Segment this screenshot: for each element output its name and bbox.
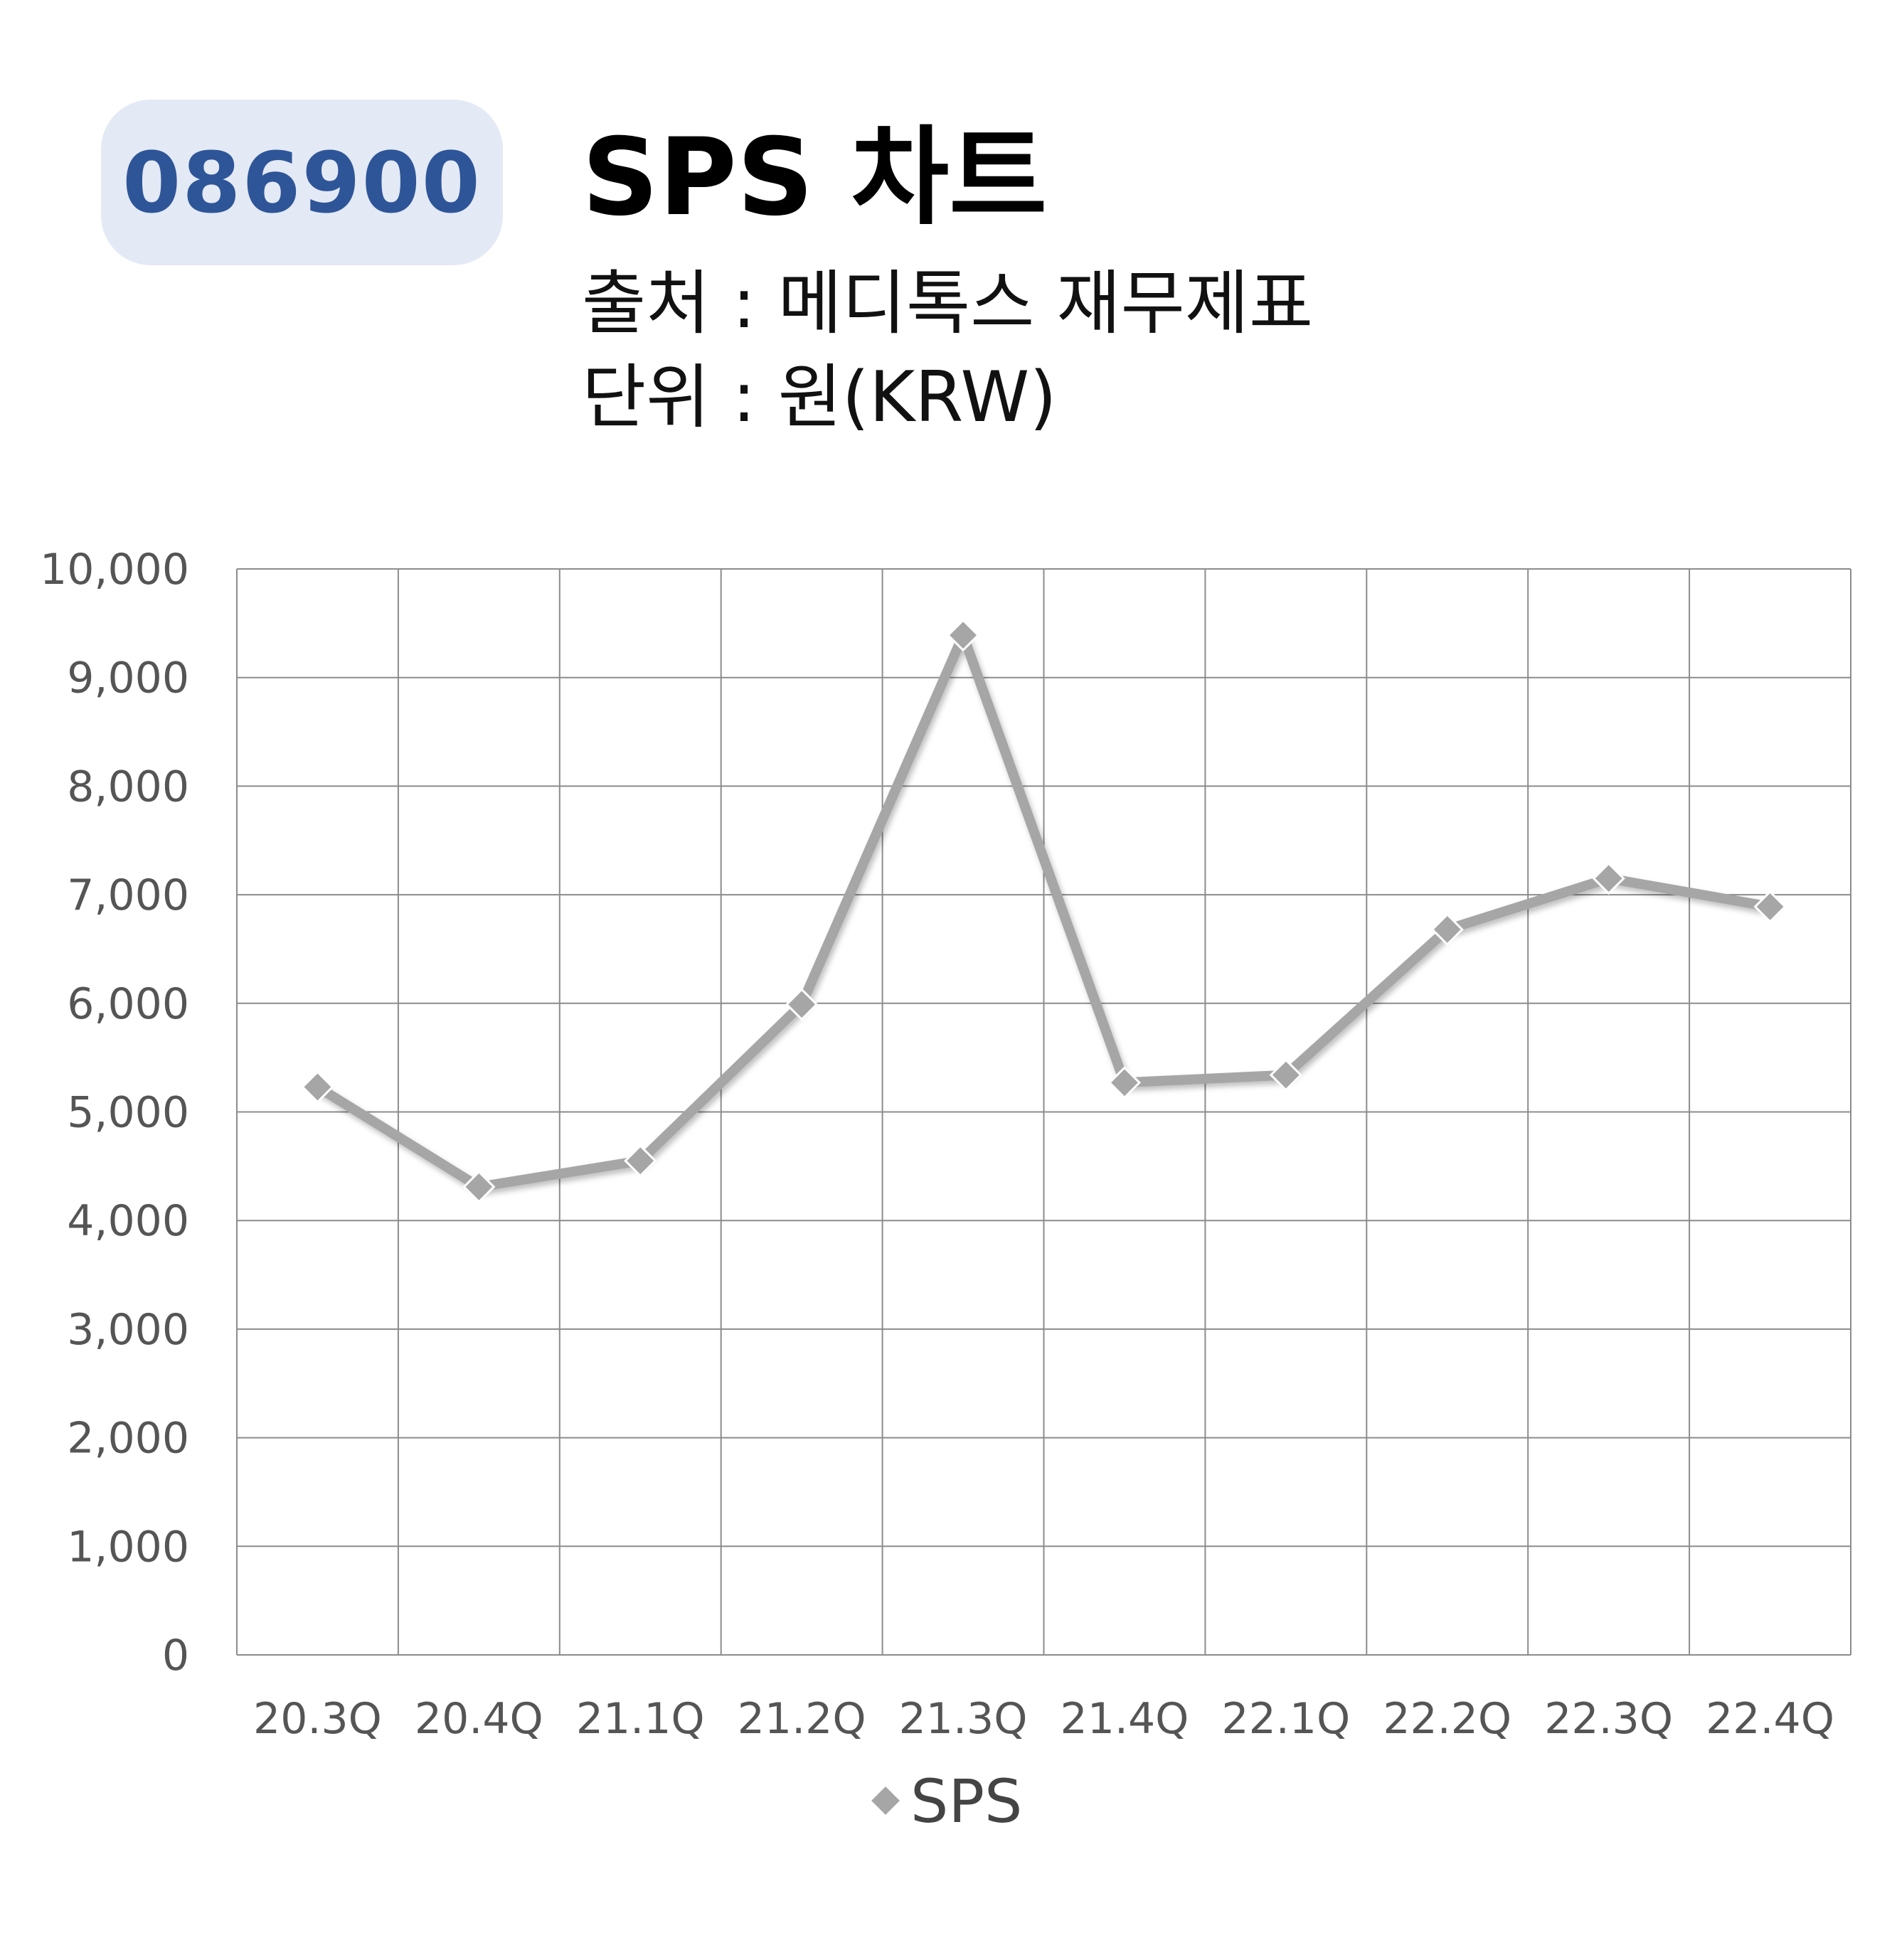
y-tick-label: 10,000 bbox=[40, 545, 189, 595]
x-tick-label: 21.3Q bbox=[899, 1694, 1028, 1744]
legend: SPS bbox=[868, 1767, 1022, 1836]
chart-title: SPS 차트 bbox=[582, 116, 1048, 240]
x-tick-label: 20.4Q bbox=[415, 1694, 543, 1744]
data-point-marker bbox=[946, 619, 980, 652]
data-point-marker bbox=[1107, 1066, 1142, 1099]
y-tick-label: 8,000 bbox=[67, 762, 189, 811]
x-tick-label: 20.3Q bbox=[253, 1694, 382, 1744]
x-tick-label: 22.2Q bbox=[1383, 1694, 1511, 1744]
x-tick-label: 22.3Q bbox=[1544, 1694, 1673, 1744]
ticker-badge: 086900 bbox=[101, 100, 503, 265]
y-tick-label: 2,000 bbox=[67, 1414, 189, 1464]
legend-label: SPS bbox=[910, 1767, 1022, 1836]
data-point-marker bbox=[785, 988, 819, 1021]
y-axis-ticks: 0 1,000 2,000 3,000 4,000 5,000 6,000 7,000 8,00… bbox=[40, 545, 189, 1681]
x-tick-label: 21.4Q bbox=[1061, 1694, 1189, 1744]
source-line: 출처 : 메디톡스 재무제표 bbox=[582, 263, 1314, 344]
data-point-marker bbox=[624, 1144, 657, 1178]
y-tick-label: 3,000 bbox=[67, 1305, 189, 1355]
x-tick-label: 21.1Q bbox=[576, 1694, 705, 1744]
y-tick-label: 6,000 bbox=[67, 979, 189, 1029]
x-axis-ticks: 20.3Q 20.4Q 21.1Q 21.2Q 21.3Q 21.4Q 22.1Q 22.2Q… bbox=[253, 1694, 1834, 1744]
y-tick-label: 5,000 bbox=[67, 1088, 189, 1138]
y-tick-label: 1,000 bbox=[67, 1522, 189, 1572]
data-point-marker bbox=[301, 1070, 334, 1104]
data-point-marker bbox=[1592, 862, 1625, 895]
plot-grid bbox=[236, 568, 1851, 1656]
ticker-code: 086900 bbox=[122, 133, 482, 232]
x-tick-label: 22.1Q bbox=[1221, 1694, 1350, 1744]
legend-marker bbox=[868, 1783, 903, 1818]
unit-line: 단위 : 원(KRW) bbox=[582, 357, 1057, 438]
x-tick-label: 21.2Q bbox=[738, 1694, 866, 1744]
y-tick-label: 0 bbox=[162, 1631, 189, 1681]
series-sps bbox=[301, 619, 1787, 1203]
y-tick-label: 7,000 bbox=[67, 870, 189, 920]
y-tick-label: 9,000 bbox=[67, 654, 189, 703]
x-tick-label: 22.4Q bbox=[1706, 1694, 1834, 1744]
data-point-marker bbox=[1430, 912, 1464, 947]
y-tick-label: 4,000 bbox=[67, 1196, 189, 1246]
series-line bbox=[312, 630, 1775, 1192]
data-point-marker bbox=[1753, 890, 1787, 924]
data-point-marker bbox=[462, 1170, 496, 1203]
data-point-marker bbox=[1269, 1058, 1302, 1092]
